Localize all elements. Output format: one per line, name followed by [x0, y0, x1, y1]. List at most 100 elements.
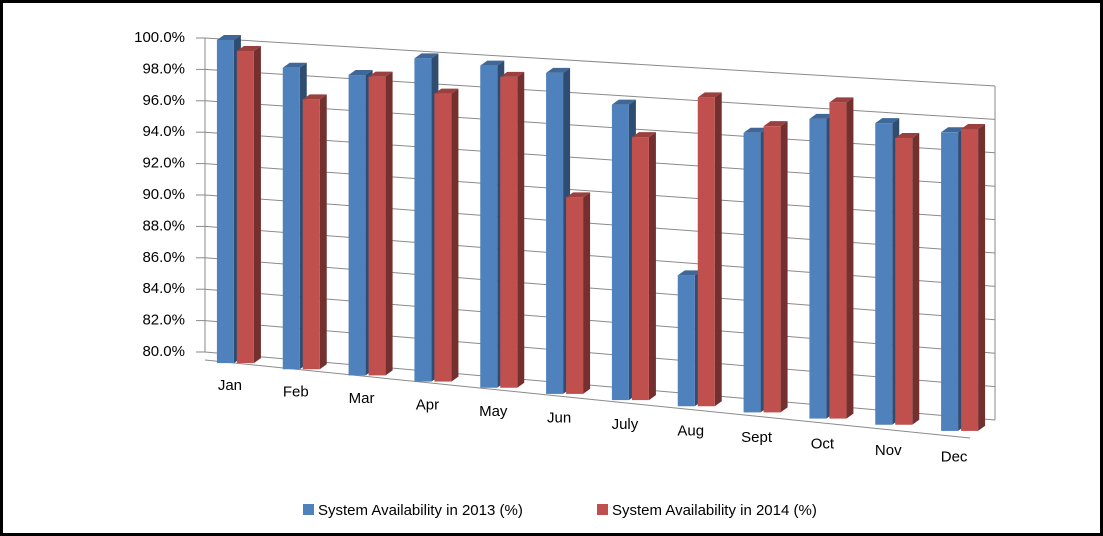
grid-line	[204, 288, 996, 354]
bar-top	[809, 113, 834, 119]
bar-side	[517, 71, 525, 388]
bar-top	[875, 118, 900, 124]
bar	[434, 93, 452, 382]
y-tick-label: 98.0%	[142, 60, 185, 77]
bar-top	[302, 94, 327, 100]
x-tick-label: Oct	[811, 436, 835, 453]
bar-top	[500, 71, 525, 77]
x-tick-label: Sept	[741, 429, 773, 446]
bar	[216, 40, 234, 364]
grid-line	[204, 100, 996, 154]
legend-label: System Availability in 2014 (%)	[612, 502, 817, 519]
bar-top	[941, 127, 966, 133]
y-tick-label: 80.0%	[142, 343, 185, 360]
bar	[961, 128, 979, 431]
grid-line	[204, 320, 996, 388]
bar-top	[546, 67, 571, 73]
bar-side	[912, 133, 920, 425]
bar-top	[829, 97, 854, 103]
legend-swatch	[597, 504, 608, 515]
bar-top	[368, 71, 393, 77]
bar	[368, 76, 386, 376]
y-tick-label: 84.0%	[142, 280, 185, 297]
bar	[546, 72, 564, 394]
grid-line	[204, 131, 996, 187]
bar	[677, 275, 695, 407]
x-tick-label: Feb	[283, 384, 309, 401]
bar-top	[743, 127, 768, 133]
bar	[348, 75, 366, 376]
bar	[829, 102, 847, 419]
bar-top	[348, 70, 373, 76]
bar-top	[631, 132, 656, 138]
bar	[611, 104, 629, 401]
x-tick-label: Jan	[218, 377, 242, 394]
bar	[763, 126, 781, 413]
grid-line	[204, 257, 996, 321]
y-tick-label: 88.0%	[142, 217, 185, 234]
legend-swatch	[303, 504, 314, 515]
axis-line	[204, 359, 971, 439]
x-tick-label: Nov	[875, 442, 902, 459]
x-tick-label: Dec	[941, 449, 968, 466]
y-tick-label: 90.0%	[142, 186, 185, 203]
bar-top	[961, 123, 986, 129]
bar-top	[697, 92, 722, 98]
y-tick-label: 94.0%	[142, 123, 185, 140]
x-tick-label: May	[479, 403, 508, 420]
y-tick-label: 86.0%	[142, 249, 185, 266]
bar	[631, 137, 649, 401]
bar-top	[414, 53, 439, 59]
bar-top	[763, 121, 788, 127]
bar-side	[319, 94, 327, 370]
bar	[875, 123, 893, 425]
x-tick-label: July	[612, 416, 639, 433]
legend-label: System Availability in 2013 (%)	[318, 502, 523, 519]
bar	[941, 132, 959, 431]
x-tick-label: Mar	[349, 390, 375, 407]
bar-side	[583, 192, 591, 394]
bar-side	[451, 88, 459, 382]
bar-side	[846, 97, 854, 419]
y-tick-label: 92.0%	[142, 155, 185, 172]
y-tick-label: 82.0%	[142, 312, 185, 329]
bar	[697, 97, 715, 407]
bar	[302, 99, 320, 370]
bar-side	[385, 71, 393, 376]
bar-top	[677, 270, 702, 276]
bar	[895, 138, 913, 425]
bar	[480, 65, 498, 388]
x-tick-label: Jun	[547, 410, 571, 427]
grid-line	[204, 37, 996, 87]
grid-line	[204, 225, 996, 287]
y-tick-label: 100.0%	[134, 29, 185, 46]
bar-side	[780, 121, 788, 413]
bar	[282, 67, 300, 370]
bar-top	[895, 133, 920, 139]
bar-top	[566, 192, 591, 198]
grid-line	[204, 351, 996, 421]
x-tick-label: Aug	[677, 423, 704, 440]
grid-line	[204, 194, 996, 254]
grid-line	[204, 163, 996, 221]
bar	[566, 197, 584, 394]
bar-side	[714, 92, 722, 407]
bar-side	[648, 132, 656, 401]
bar	[414, 58, 432, 382]
bar	[743, 132, 761, 413]
bar-side	[978, 123, 986, 431]
bar-top	[480, 60, 505, 66]
bar	[809, 118, 827, 419]
bar-side	[253, 46, 261, 364]
bar-top	[236, 46, 261, 52]
bar-top	[611, 99, 636, 105]
grid-line	[204, 68, 996, 120]
bar-top	[434, 88, 459, 94]
bar-top	[282, 62, 307, 68]
bar	[500, 76, 518, 388]
bar	[236, 51, 254, 364]
x-tick-label: Apr	[416, 397, 439, 414]
y-tick-label: 96.0%	[142, 92, 185, 109]
bar-top	[216, 35, 241, 40]
